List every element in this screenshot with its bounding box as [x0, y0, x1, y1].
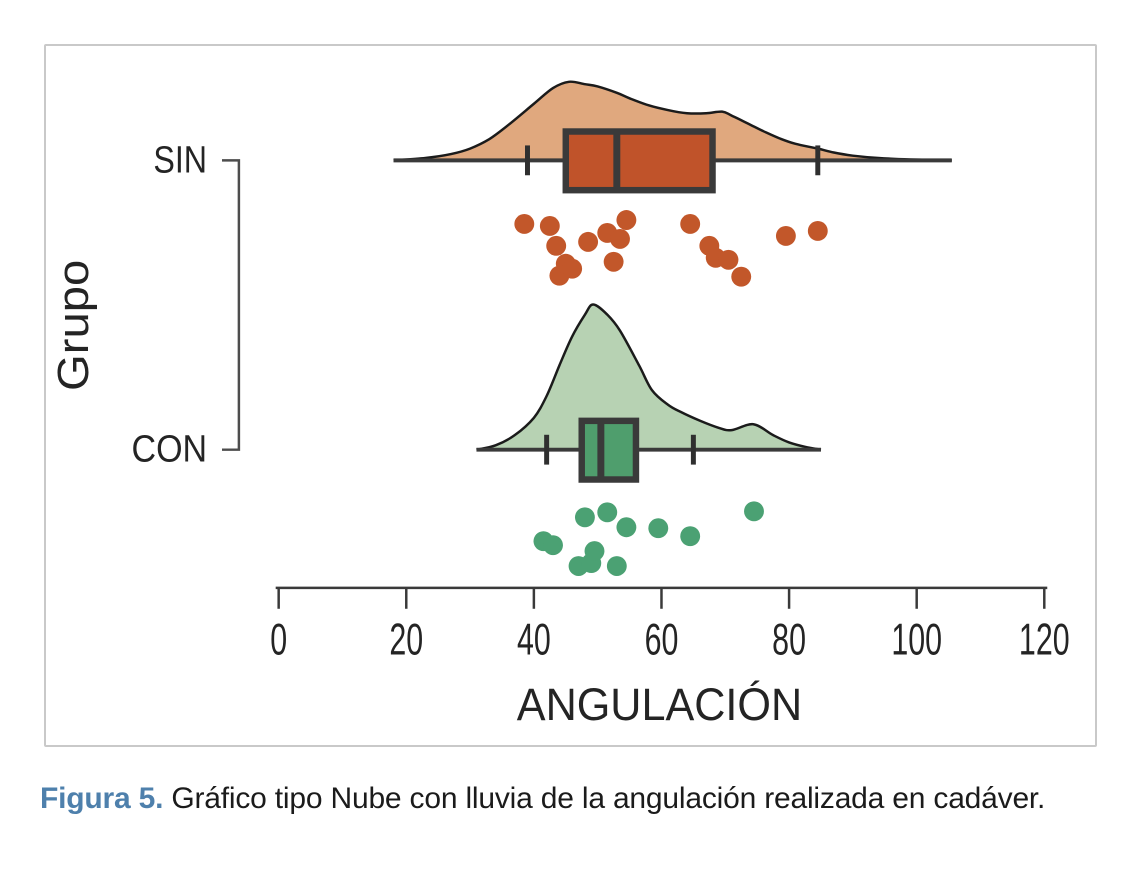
data-point — [616, 517, 637, 538]
data-point — [718, 249, 739, 270]
data-point — [606, 556, 627, 576]
x-axis-tick-label: 80 — [772, 615, 806, 665]
data-point — [616, 210, 637, 230]
box-sin — [562, 128, 716, 194]
density-cloud-con — [476, 304, 821, 450]
data-point — [744, 501, 764, 522]
data-point — [680, 214, 701, 234]
figure-label: Figura 5. — [40, 782, 164, 815]
data-point — [514, 214, 535, 234]
density-outline-sin — [393, 80, 952, 162]
data-point — [648, 518, 669, 539]
data-point — [562, 258, 583, 279]
data-point — [578, 231, 599, 252]
data-point — [775, 225, 796, 246]
figure-caption: Figura 5. Gráfico tipo Nube con lluvia d… — [40, 779, 1098, 818]
y-axis-title: Grupo — [49, 260, 98, 391]
figure-panel: Grupo 0 20 40 60 80 100 120 ANGULACIÓN SIN CON — [44, 44, 1097, 747]
x-axis-tick-label: 20 — [389, 615, 423, 665]
raincloud-chart: Grupo 0 20 40 60 80 100 120 ANGULACIÓN SIN CON — [49, 80, 1070, 730]
data-point — [574, 507, 595, 528]
x-axis-tick-label: 60 — [645, 615, 679, 665]
group-label-sin: SIN — [153, 139, 207, 181]
density-outline-con — [476, 303, 822, 451]
x-axis-tick-label: 100 — [891, 615, 942, 665]
box-con — [578, 417, 640, 483]
data-point — [539, 216, 560, 236]
data-point — [731, 266, 752, 287]
data-point — [603, 251, 624, 272]
data-point — [597, 502, 618, 523]
density-cloud-sin — [393, 81, 952, 161]
data-point — [543, 535, 563, 556]
figure-caption-text: Gráfico tipo Nube con lluvia de la angul… — [163, 782, 1046, 815]
x-axis-tick-label: 0 — [270, 615, 287, 665]
x-axis-tick-label: 120 — [1019, 615, 1070, 665]
data-point — [610, 228, 630, 249]
data-point — [584, 541, 605, 562]
data-point — [546, 235, 567, 256]
data-point — [680, 526, 701, 547]
group-label-con: CON — [132, 429, 208, 471]
data-point — [807, 220, 828, 241]
y-axis-bracket — [221, 159, 241, 451]
x-axis-title: ANGULACIÓN — [517, 679, 802, 730]
x-axis-tick-label: 40 — [517, 615, 551, 665]
